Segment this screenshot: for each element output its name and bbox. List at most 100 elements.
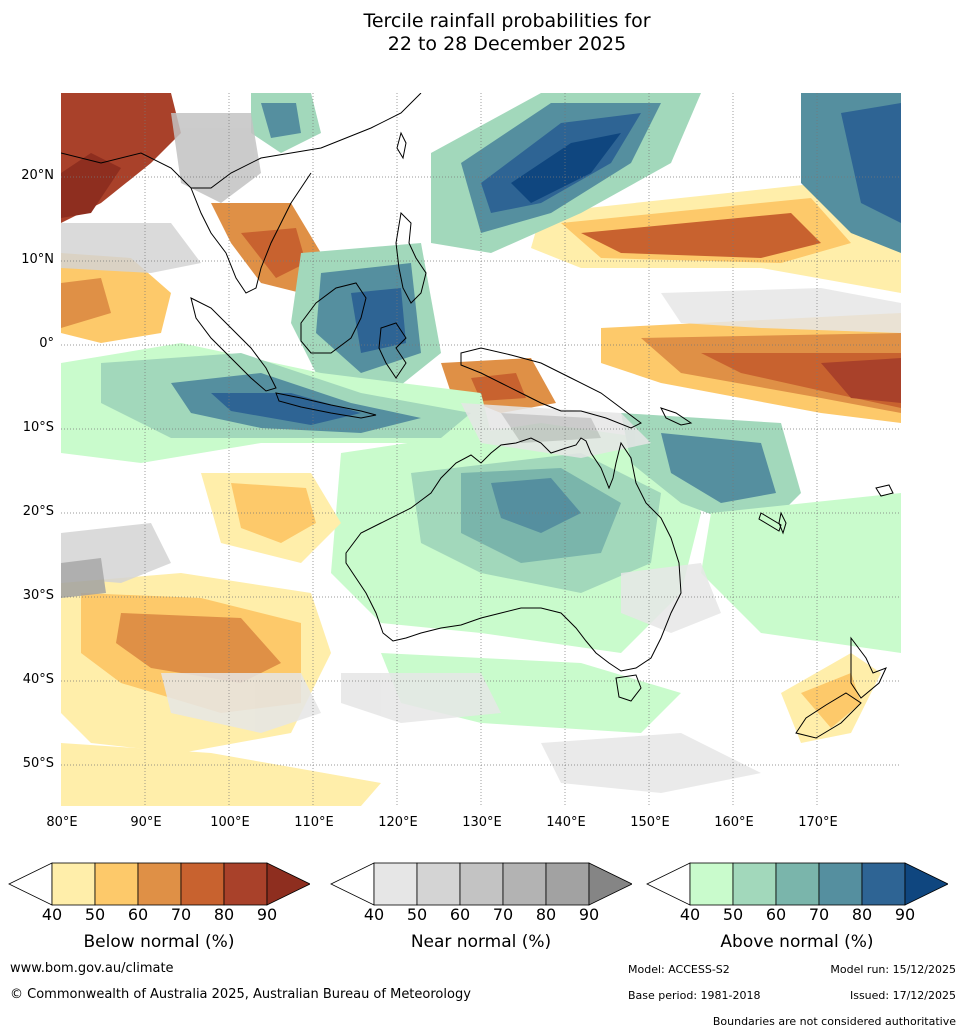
new-zealand-north-coastline xyxy=(850,636,887,699)
footer-base-period: Base period: 1981-2018 xyxy=(628,989,761,1002)
map-svg xyxy=(61,93,901,806)
colorbar-near-normal xyxy=(330,862,632,906)
above-colorbar-high-extend xyxy=(904,862,948,906)
lon-label-140e: 140°E xyxy=(546,815,586,830)
near-tick-50: 50 xyxy=(406,905,428,924)
above-tick-40: 40 xyxy=(679,905,701,924)
lat-label-10n: 10°N xyxy=(21,252,54,267)
footer-boundaries-note: Boundaries are not considered authoritat… xyxy=(712,1015,956,1028)
lon-label-80e: 80°E xyxy=(46,815,78,830)
below-colorbar-high-extend xyxy=(266,862,310,906)
above-normal-region-pacific xyxy=(251,93,901,253)
coastlines xyxy=(61,93,894,739)
near-tick-40: 40 xyxy=(363,905,385,924)
new-guinea-coastline xyxy=(460,347,642,429)
above-tick-70: 70 xyxy=(808,905,830,924)
taiwan-coastline xyxy=(396,131,407,160)
below-tick-50: 50 xyxy=(84,905,106,924)
footer-issued: Issued: 17/12/2025 xyxy=(849,989,956,1002)
below-tick-70: 70 xyxy=(170,905,192,924)
lat-label-30s: 30°S xyxy=(22,588,54,603)
lat-label-20s: 20°S xyxy=(22,504,54,519)
sulawesi-coastline xyxy=(378,322,407,379)
lon-label-170e: 170°E xyxy=(798,815,838,830)
below-colorbar-bin-50 xyxy=(94,862,139,906)
below-colorbar-bin-80 xyxy=(223,862,268,906)
australia-coastline xyxy=(345,437,682,672)
above-colorbar-bin-60 xyxy=(775,862,820,906)
above-colorbar-bin-40 xyxy=(689,862,734,906)
near-colorbar-bin-70 xyxy=(502,862,547,906)
above-colorbar-bin-50 xyxy=(732,862,777,906)
below-normal-region-pacific xyxy=(441,183,901,423)
vanuatu-coastline xyxy=(778,511,787,535)
lon-label-150e: 150°E xyxy=(630,815,670,830)
colorbar-above-svg xyxy=(646,862,948,906)
above-normal-region-australia xyxy=(331,413,901,733)
above-colorbar-bin-80 xyxy=(861,862,906,906)
below-colorbar-bin-40 xyxy=(51,862,96,906)
footer-url: www.bom.gov.au/climate xyxy=(10,961,174,976)
lat-label-10s: 10°S xyxy=(22,420,54,435)
lon-label-160e: 160°E xyxy=(714,815,754,830)
title-line-2: 22 to 28 December 2025 xyxy=(387,33,627,55)
graticule xyxy=(61,93,901,806)
mainland-asia-coastline xyxy=(61,93,422,294)
colorbar-title-below: Below normal (%) xyxy=(83,932,235,952)
near-tick-70: 70 xyxy=(492,905,514,924)
below-colorbar-bin-70 xyxy=(180,862,225,906)
lat-label-40s: 40°S xyxy=(22,672,54,687)
lon-label-130e: 130°E xyxy=(462,815,502,830)
above-colorbar-low-extend xyxy=(646,862,691,906)
below-colorbar-bin-60 xyxy=(137,862,182,906)
philippines-coastline xyxy=(395,211,427,304)
probability-map xyxy=(61,93,901,806)
chart-title: Tercile rainfall probabilities for 22 to… xyxy=(0,10,965,56)
above-colorbar-bin-70 xyxy=(818,862,863,906)
near-colorbar-low-extend xyxy=(330,862,375,906)
colorbar-title-near: Near normal (%) xyxy=(410,932,552,952)
lon-label-120e: 120°E xyxy=(378,815,418,830)
near-colorbar-bin-50 xyxy=(416,862,461,906)
near-colorbar-high-extend xyxy=(588,862,632,906)
above-normal-region-maritime xyxy=(61,243,491,463)
colorbar-near-svg xyxy=(330,862,632,906)
lon-label-90e: 90°E xyxy=(130,815,162,830)
lon-label-100e: 100°E xyxy=(210,815,250,830)
below-tick-40: 40 xyxy=(41,905,63,924)
colorbar-above-normal xyxy=(646,862,948,906)
java-coastline xyxy=(275,392,377,419)
footer-model-run: Model run: 15/12/2025 xyxy=(830,963,956,976)
below-tick-60: 60 xyxy=(127,905,149,924)
colorbar-title-above: Above normal (%) xyxy=(720,932,874,952)
colorbar-below-svg xyxy=(8,862,310,906)
near-tick-80: 80 xyxy=(535,905,557,924)
near-colorbar-bin-40 xyxy=(373,862,418,906)
below-tick-80: 80 xyxy=(213,905,235,924)
title-line-1: Tercile rainfall probabilities for xyxy=(363,10,651,32)
tasmania-coastline xyxy=(615,674,642,702)
below-tick-90: 90 xyxy=(256,905,278,924)
near-tick-60: 60 xyxy=(449,905,471,924)
below-colorbar-low-extend xyxy=(8,862,53,906)
above-tick-60: 60 xyxy=(765,905,787,924)
lat-label-20n: 20°N xyxy=(21,168,54,183)
footer-copyright: © Commonwealth of Australia 2025, Austra… xyxy=(10,987,471,1002)
lat-label-0: 0° xyxy=(39,336,54,351)
near-colorbar-bin-80 xyxy=(545,862,590,906)
new-zealand-south-coastline xyxy=(795,692,862,739)
new-caledonia-coastline xyxy=(758,512,782,532)
near-normal-patches xyxy=(61,113,901,793)
above-tick-80: 80 xyxy=(851,905,873,924)
near-tick-90: 90 xyxy=(578,905,600,924)
near-colorbar-bin-60 xyxy=(459,862,504,906)
lat-label-50s: 50°S xyxy=(22,756,54,771)
fiji-coastline xyxy=(875,484,894,497)
footer-model: Model: ACCESS-S2 xyxy=(628,963,730,976)
above-tick-90: 90 xyxy=(894,905,916,924)
colorbar-below-normal xyxy=(8,862,310,906)
solomon-islands-coastline xyxy=(660,407,693,426)
sumatra-coastline xyxy=(190,297,277,392)
lon-label-110e: 110°E xyxy=(294,815,334,830)
probability-field xyxy=(61,93,901,806)
